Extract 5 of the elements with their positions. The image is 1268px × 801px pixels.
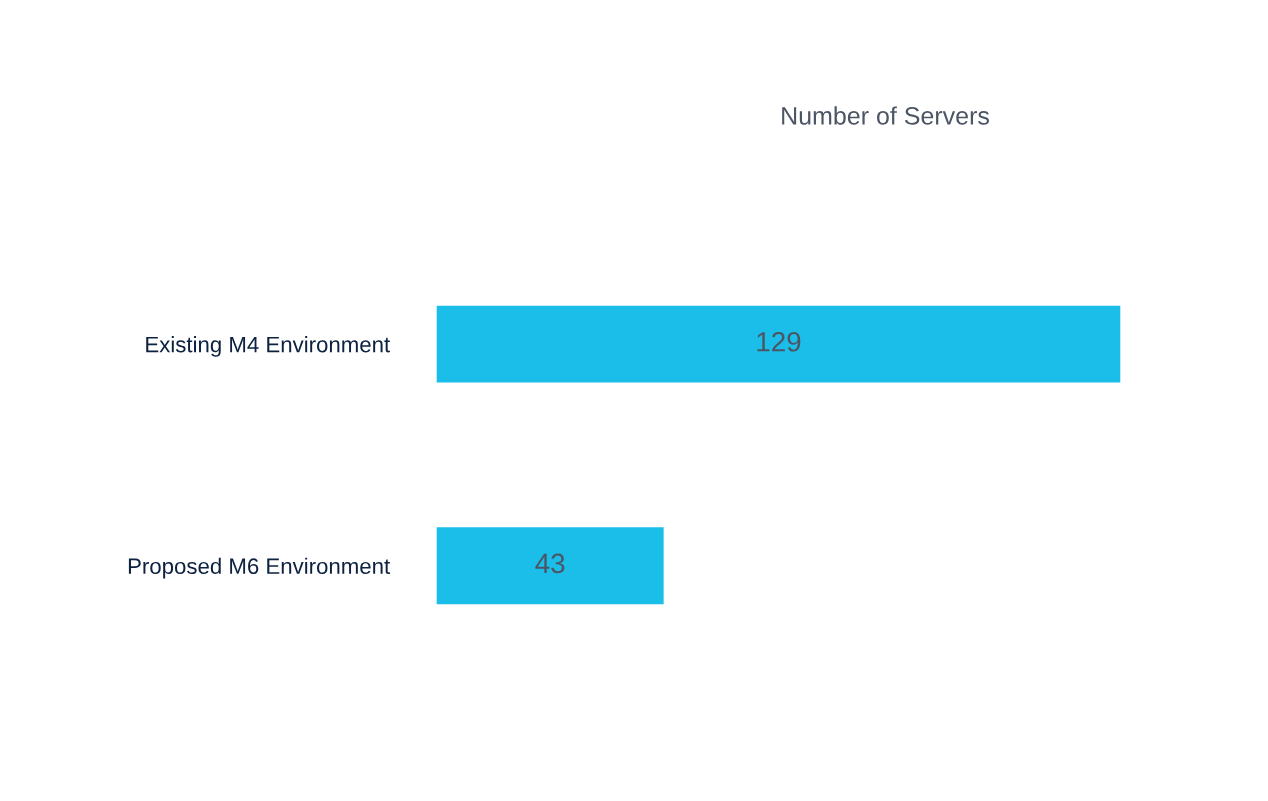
- y-tick-label: Existing M4 Environment: [146, 336, 391, 357]
- data-label: 129: [757, 331, 801, 352]
- y-tick-label: Proposed M6 Environment: [128, 557, 391, 579]
- data-label: 43: [535, 553, 565, 574]
- chart-title: Number of Servers: [782, 106, 989, 125]
